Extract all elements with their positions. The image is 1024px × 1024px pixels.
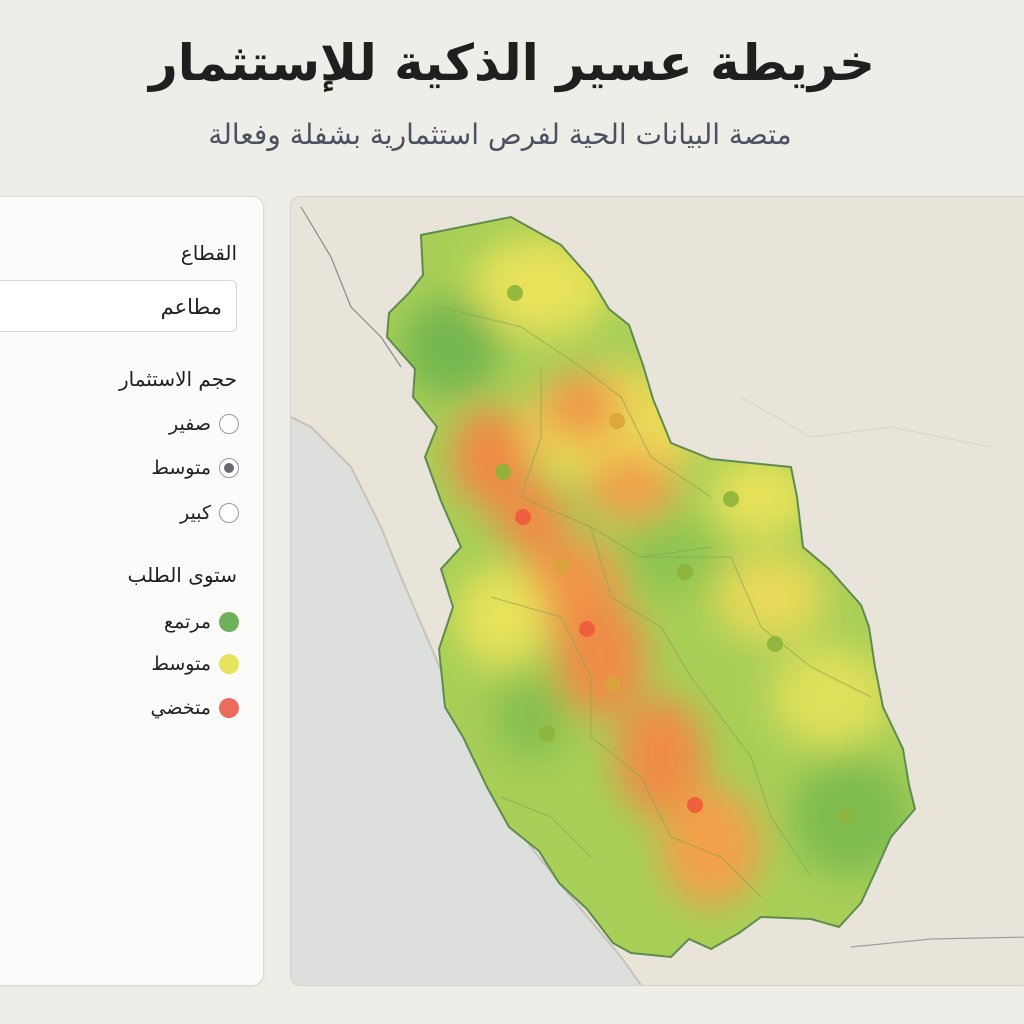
- map-marker-high[interactable]: [495, 464, 511, 480]
- sea-area: [291, 417, 641, 985]
- sector-select[interactable]: مطاعم: [0, 280, 237, 332]
- map-marker-high[interactable]: [837, 808, 853, 824]
- border-line-north: [300, 206, 402, 368]
- legend-item-medium: متوسط: [151, 653, 239, 675]
- legend-title: ستوى الطلب: [127, 563, 237, 587]
- size-option-large-label: كبير: [180, 502, 211, 524]
- terrain-line: [740, 396, 992, 448]
- sector-label: القطاع: [180, 241, 237, 265]
- border-line-south: [850, 936, 1024, 948]
- legend-label-medium: متوسط: [151, 653, 211, 675]
- legend-swatch-low: [219, 698, 239, 718]
- page-subtitle: متصة البيانات الحية لفرص استثمارية بشفلة…: [208, 118, 792, 151]
- map-canvas[interactable]: [291, 197, 1024, 985]
- map-view[interactable]: [290, 196, 1024, 986]
- investment-size-label: حجم الاستثمار: [118, 367, 237, 391]
- map-marker-medium[interactable]: [609, 413, 625, 429]
- radio-selected-dot: [224, 463, 234, 473]
- legend-item-high: مرتمع: [164, 611, 239, 633]
- radio-small[interactable]: [219, 414, 239, 434]
- size-option-medium[interactable]: متوسط: [151, 457, 239, 479]
- map-marker-medium[interactable]: [605, 676, 621, 692]
- legend-label-low: متخضي: [150, 697, 212, 719]
- size-option-small-label: صفير: [169, 413, 211, 435]
- map-marker-medium[interactable]: [553, 559, 569, 575]
- radio-medium[interactable]: [219, 458, 239, 478]
- size-option-large[interactable]: كبير: [180, 502, 239, 524]
- legend-swatch-high: [219, 612, 239, 632]
- legend-swatch-medium: [219, 654, 239, 674]
- legend-item-low: متخضي: [150, 697, 239, 719]
- map-marker-low[interactable]: [515, 509, 531, 525]
- size-option-small[interactable]: صفير: [169, 413, 239, 435]
- map-marker-high[interactable]: [677, 564, 693, 580]
- legend-label-high: مرتمع: [163, 611, 211, 633]
- map-marker-low[interactable]: [687, 797, 703, 813]
- page-title: خريطة عسير الذكية للإستثمار: [148, 34, 876, 92]
- map-marker-high[interactable]: [723, 491, 739, 507]
- map-marker-high[interactable]: [507, 285, 523, 301]
- size-option-medium-label: متوسط: [151, 457, 211, 479]
- map-marker-high[interactable]: [539, 726, 555, 742]
- marker-layer: [495, 285, 853, 824]
- radio-large[interactable]: [219, 503, 239, 523]
- map-marker-high[interactable]: [767, 636, 783, 652]
- map-marker-low[interactable]: [579, 621, 595, 637]
- filter-panel: القطاع مطاعم حجم الاستثمار صفير متوسط كب…: [0, 196, 264, 986]
